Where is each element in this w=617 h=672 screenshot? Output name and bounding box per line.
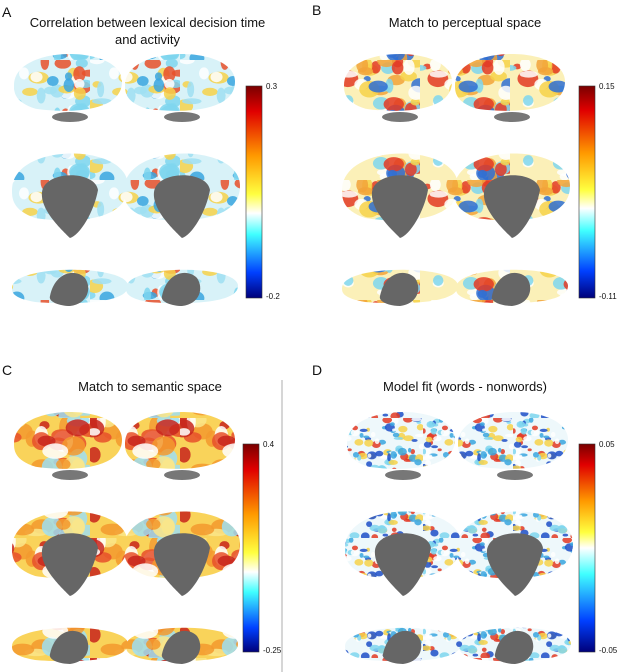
- brain-surface: [458, 411, 568, 469]
- colorbar-max: 0.15: [599, 82, 615, 91]
- colorbar-min: -0.05: [599, 646, 617, 655]
- brain-views: [12, 53, 240, 306]
- brain-surface: [344, 53, 452, 111]
- colorbar-min: -0.2: [266, 292, 280, 301]
- brain-views: [12, 411, 240, 664]
- panel-title: Match to semantic space: [78, 379, 222, 394]
- cerebellum: [382, 112, 418, 122]
- ventral-wall: [49, 630, 89, 664]
- medial-wall: [371, 175, 428, 238]
- ventral-wall: [382, 630, 422, 664]
- brain-surface: [14, 53, 122, 111]
- medial-wall: [374, 533, 431, 596]
- panel-title: Model fit (words - nonwords): [383, 379, 547, 394]
- brain-surface: [347, 411, 455, 469]
- ventral-wall: [494, 630, 534, 664]
- colorbar: [578, 85, 596, 299]
- ventral-wall: [49, 272, 89, 306]
- ventral-wall: [379, 272, 419, 306]
- brain-surface: [125, 411, 235, 469]
- brain-surface: [125, 53, 235, 111]
- cerebellum: [52, 470, 88, 480]
- colorbar-max: 0.3: [266, 82, 278, 91]
- medial-wall: [41, 175, 98, 238]
- cerebellum: [164, 470, 200, 480]
- brain-surface: [455, 53, 565, 111]
- ventral-wall: [161, 272, 201, 306]
- cerebellum: [385, 470, 421, 480]
- colorbar: [242, 443, 260, 653]
- brain-surface: [14, 411, 122, 469]
- panel-label: A: [2, 4, 12, 20]
- brain-views: [342, 53, 570, 306]
- cerebellum: [497, 470, 533, 480]
- panel-title: Match to perceptual space: [388, 15, 542, 30]
- medial-wall: [483, 175, 540, 238]
- panel-title: Correlation between lexical decision tim…: [29, 15, 266, 47]
- medial-wall: [153, 175, 210, 238]
- medial-wall: [153, 533, 210, 596]
- colorbar-min: -0.25: [263, 646, 282, 655]
- medial-wall: [486, 533, 543, 596]
- colorbar-max: 0.05: [599, 440, 615, 449]
- medial-wall: [41, 533, 98, 596]
- cerebellum: [52, 112, 88, 122]
- colorbar: [578, 443, 596, 653]
- ventral-wall: [161, 630, 201, 664]
- colorbar-max: 0.4: [263, 440, 275, 449]
- ventral-wall: [491, 272, 531, 306]
- brain-views: [345, 411, 573, 664]
- panel-label: C: [2, 362, 13, 378]
- panel-label: B: [312, 2, 322, 18]
- colorbar: [245, 85, 263, 299]
- cerebellum: [164, 112, 200, 122]
- panel-label: D: [312, 362, 323, 378]
- colorbar-min: -0.11: [599, 292, 617, 301]
- cerebellum: [494, 112, 530, 122]
